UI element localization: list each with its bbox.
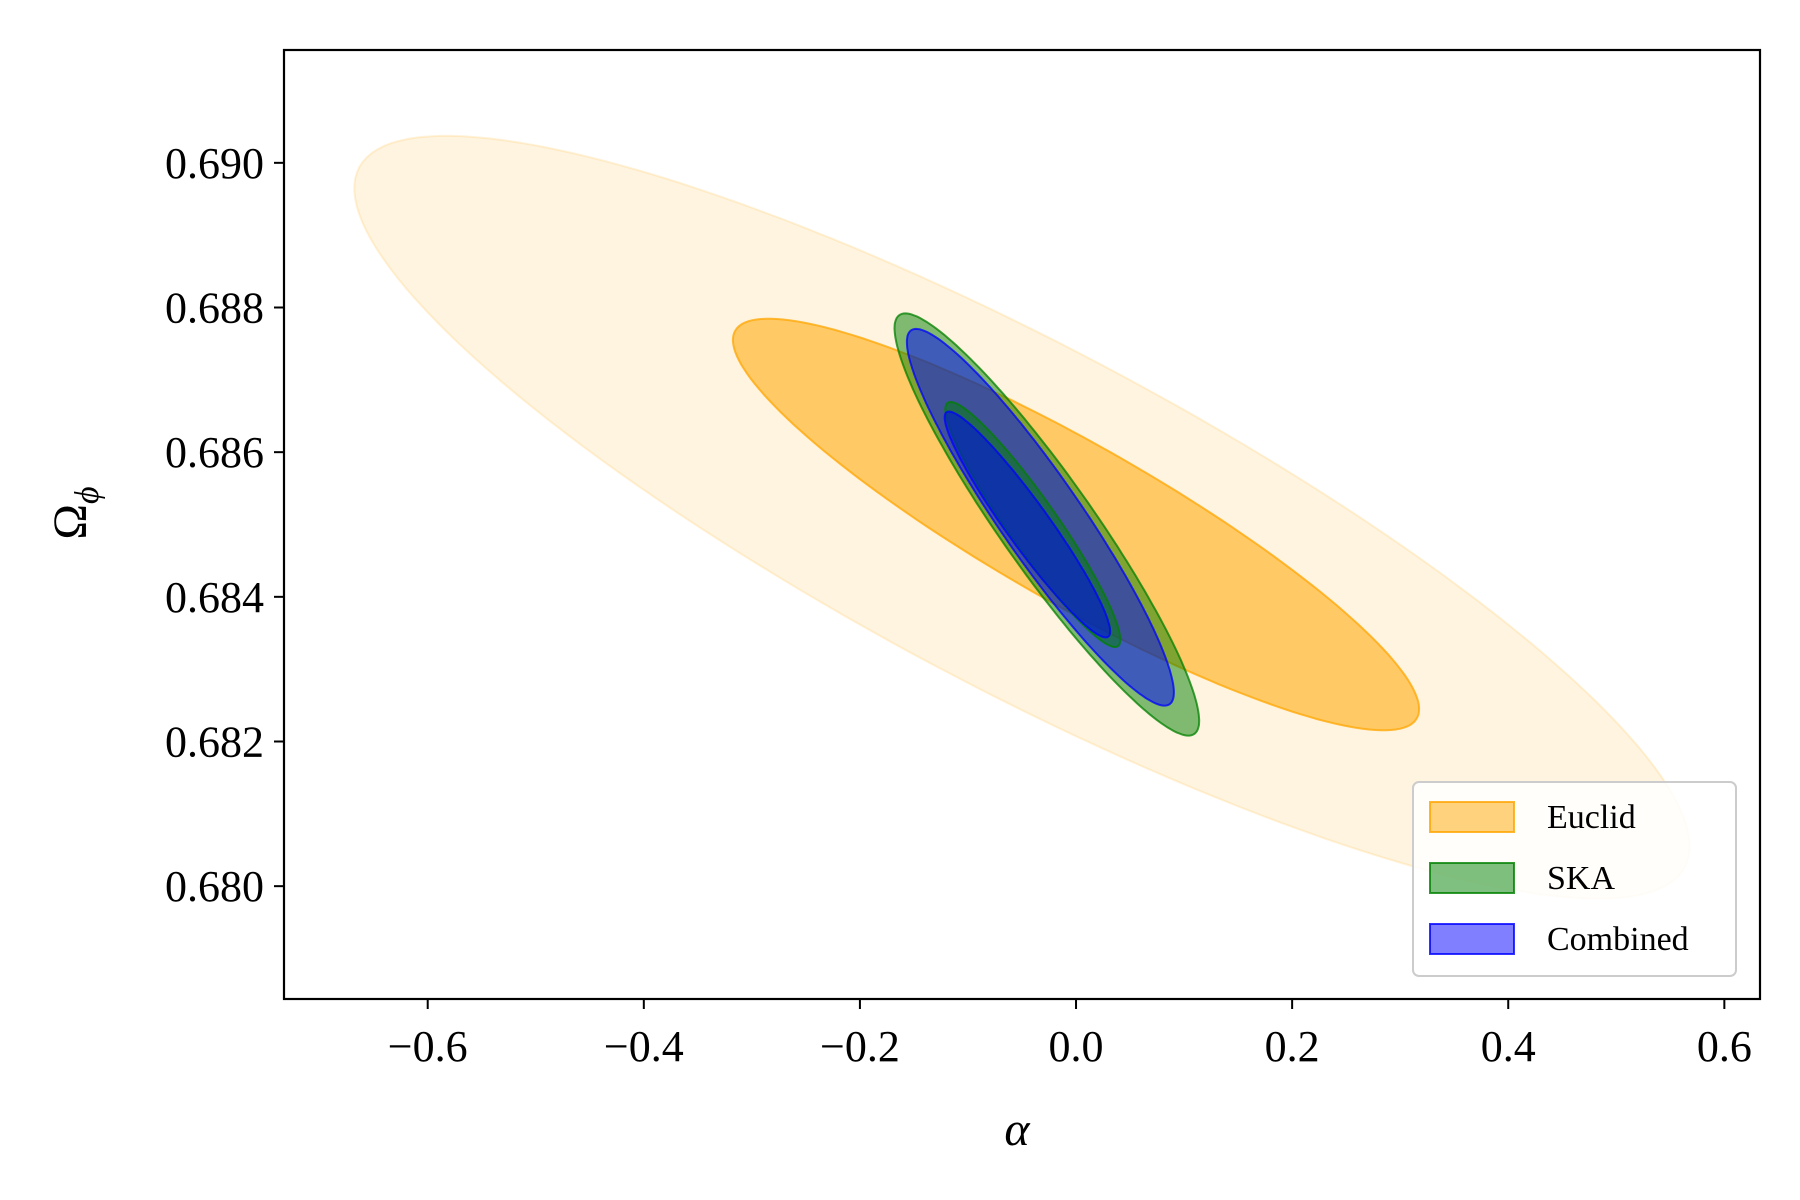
y-tick-label: 0.686 <box>165 428 264 477</box>
y-tick-label: 0.684 <box>165 573 264 622</box>
legend-swatch-ska <box>1429 862 1515 894</box>
contour-regions <box>353 134 1691 900</box>
legend-swatch-euclid <box>1429 801 1515 833</box>
x-tick-label: 0.4 <box>1481 1022 1536 1071</box>
y-axis-ticks: 0.680 0.682 0.684 0.686 0.688 0.690 <box>165 139 284 911</box>
plot-frame <box>282 48 1762 1001</box>
y-tick-label: 0.682 <box>165 717 264 766</box>
y-axis-title-main: Ω <box>44 504 97 540</box>
combined-contour-1-sigma <box>943 410 1112 639</box>
x-axis-ticks: −0.6 −0.4 −0.2 0.0 0.2 0.4 0.6 <box>388 999 1752 1071</box>
legend-label-euclid: Euclid <box>1547 799 1636 836</box>
legend-swatch-combined <box>1429 923 1515 955</box>
legend-label-combined: Combined <box>1547 921 1689 958</box>
x-tick-label: −0.4 <box>604 1022 684 1071</box>
y-tick-label: 0.690 <box>165 139 264 188</box>
x-tick-label: 0.6 <box>1697 1022 1752 1071</box>
x-tick-label: −0.2 <box>820 1022 900 1071</box>
x-tick-label: −0.6 <box>388 1022 468 1071</box>
x-tick-label: 0.0 <box>1049 1022 1104 1071</box>
legend-label-ska: SKA <box>1547 860 1615 897</box>
legend: Euclid SKA Combined <box>1412 781 1737 977</box>
y-axis-title: Ωϕ <box>44 486 106 539</box>
y-tick-label: 0.688 <box>165 284 264 333</box>
x-axis-title: α <box>1004 1103 1030 1156</box>
y-tick-label: 0.680 <box>165 862 264 911</box>
y-axis-title-subscript: ϕ <box>69 486 106 504</box>
x-tick-label: 0.2 <box>1265 1022 1320 1071</box>
